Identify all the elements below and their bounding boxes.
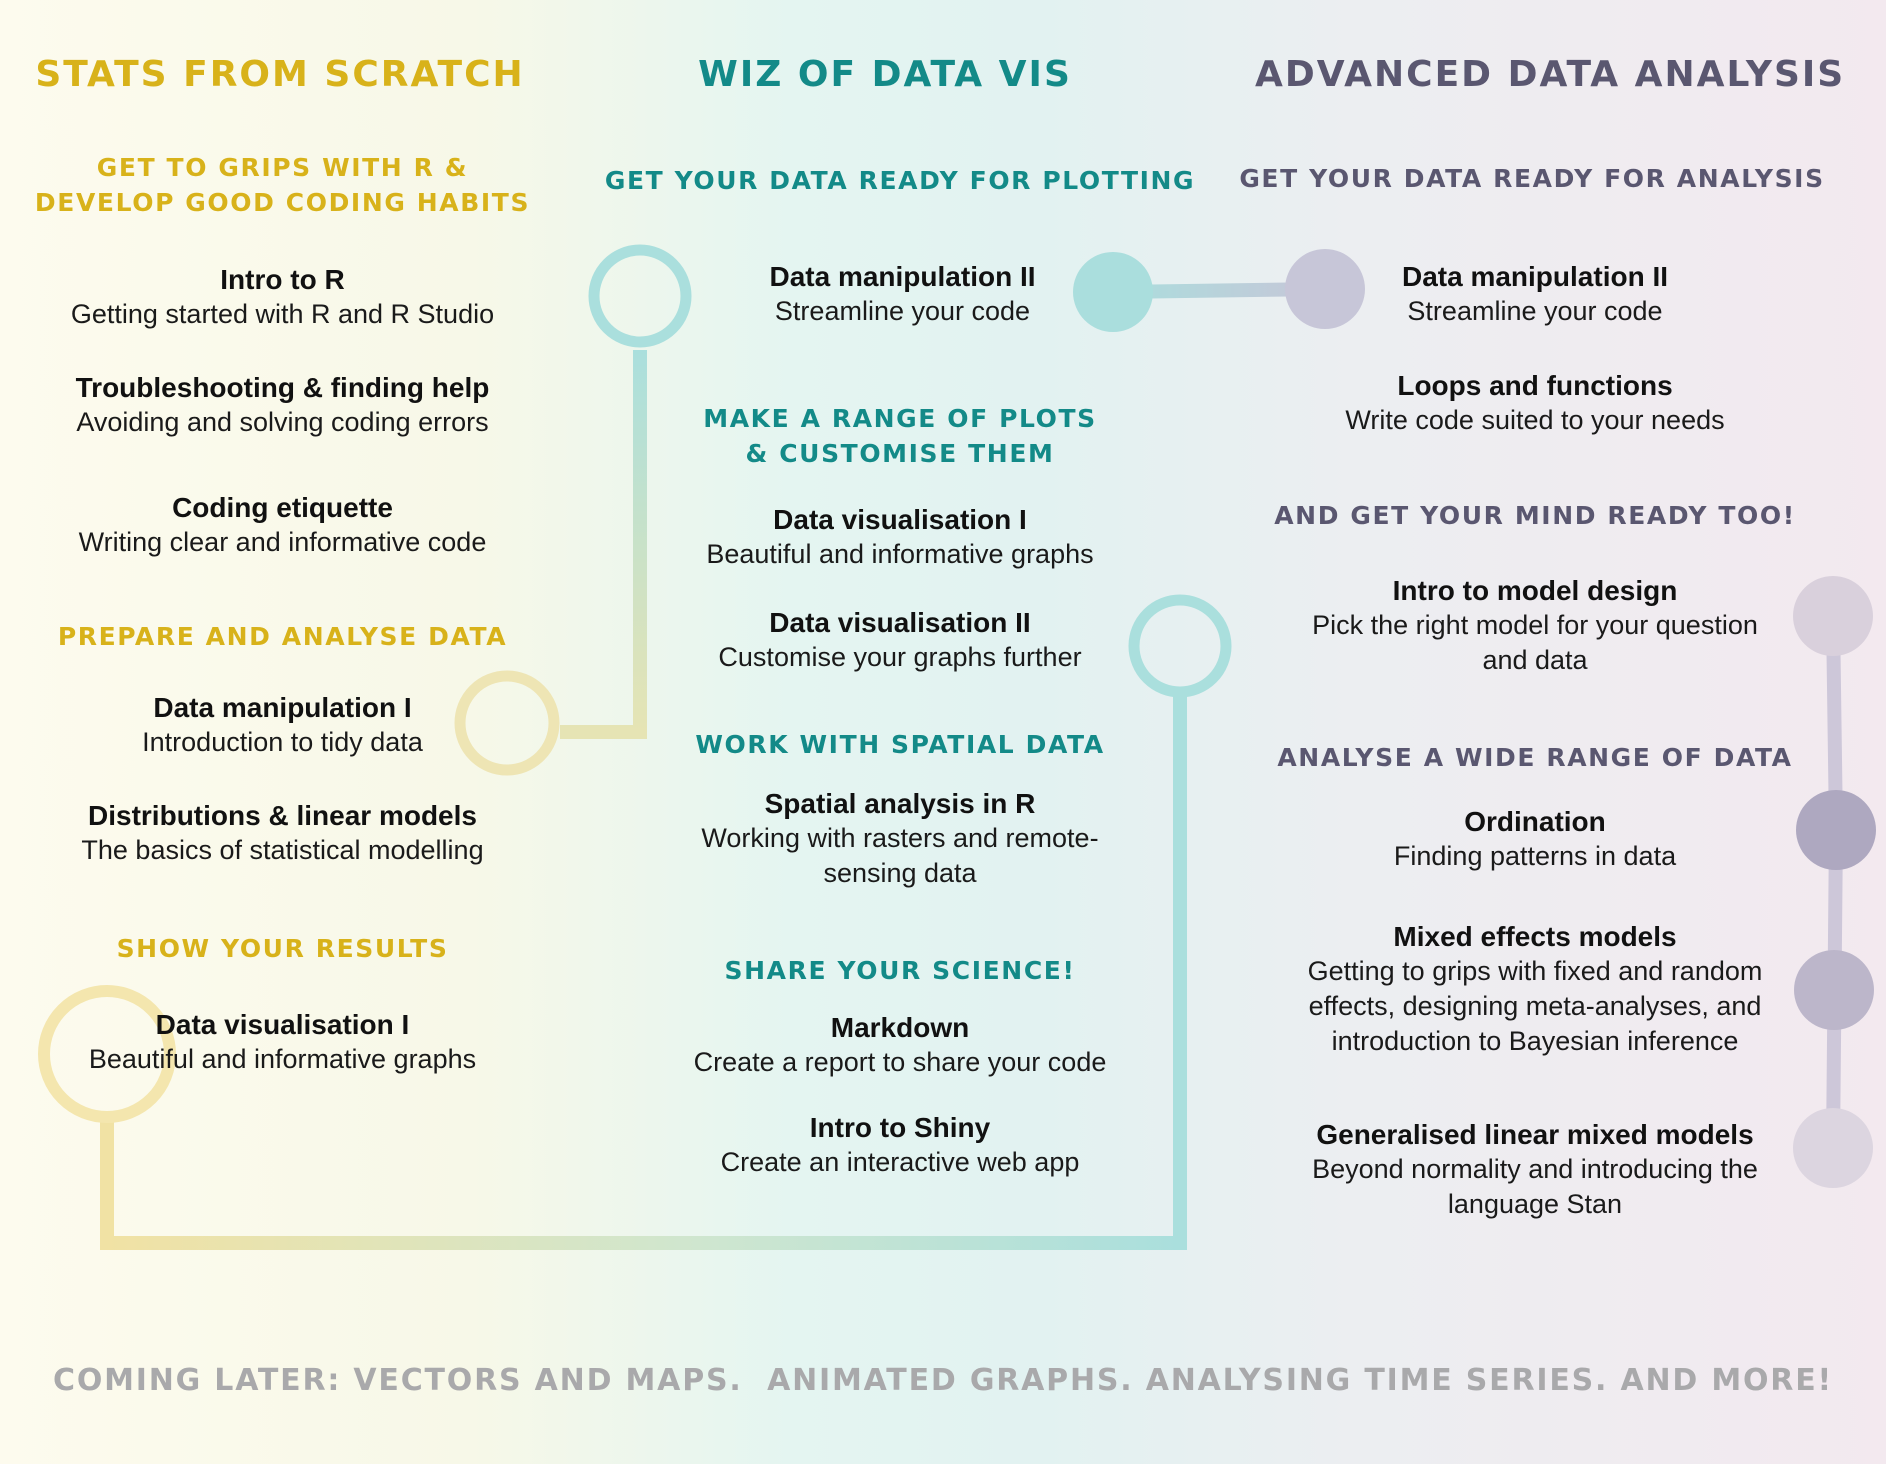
section-heading-analysis-ready: GET YOUR DATA READY FOR ANALYSIS xyxy=(1239,164,1825,193)
course-subtitle: Write code suited to your needs xyxy=(1345,405,1725,435)
teal-dot xyxy=(1073,252,1153,332)
course-title: Data visualisation II xyxy=(769,607,1031,638)
course-title: Intro to model design xyxy=(1392,575,1678,606)
gold-to-teal-connector xyxy=(100,695,1187,1250)
course-subtitle: Getting started with R and R Studio xyxy=(70,299,495,329)
section-heading-wide-range: ANALYSE A WIDE RANGE OF DATA xyxy=(1277,743,1793,772)
course-subtitle: The basics of statistical modelling xyxy=(81,835,484,865)
course-loops-functions[interactable]: Loops and functions Write code suited to… xyxy=(1280,368,1790,438)
plotting-ring xyxy=(588,244,692,348)
course-data-visualisation-1-vis[interactable]: Data visualisation I Beautiful and infor… xyxy=(640,502,1160,572)
course-title: Data manipulation II xyxy=(1401,261,1669,292)
course-title: Mixed effects models xyxy=(1393,921,1677,952)
section-heading-plotting: GET YOUR DATA READY FOR PLOTTING xyxy=(604,166,1196,195)
track-title-datavis: WIZ OF DATA VIS xyxy=(698,54,1072,95)
course-title: Intro to R xyxy=(220,264,345,295)
course-subtitle: Streamline your code xyxy=(1407,296,1663,326)
course-data-manipulation-2-adv[interactable]: Data manipulation II Streamline your cod… xyxy=(1280,259,1790,329)
course-title: Distributions & linear models xyxy=(88,800,477,831)
course-title: Intro to Shiny xyxy=(809,1112,991,1143)
course-intro-to-r[interactable]: Intro to R Getting started with R and R … xyxy=(20,262,545,332)
course-subtitle: Beyond normality and introducing the lan… xyxy=(1312,1154,1758,1219)
course-title: Data visualisation I xyxy=(773,504,1027,535)
stats-to-vis-connector xyxy=(560,350,647,739)
section-heading-results: SHOW YOUR RESULTS xyxy=(116,934,449,963)
course-title: Troubleshooting & finding help xyxy=(75,372,490,403)
course-title: Spatial analysis in R xyxy=(764,788,1036,819)
course-coding-etiquette[interactable]: Coding etiquette Writing clear and infor… xyxy=(20,490,545,560)
data-manipulation-ring xyxy=(454,670,560,776)
glmm-dot xyxy=(1793,1108,1873,1188)
course-glmm[interactable]: Generalised linear mixed models Beyond n… xyxy=(1280,1117,1790,1222)
section-heading-share: SHARE YOUR SCIENCE! xyxy=(724,956,1076,985)
course-ordination[interactable]: Ordination Finding patterns in data xyxy=(1280,804,1790,874)
course-subtitle: Getting to grips with fixed and random e… xyxy=(1307,956,1763,1056)
course-title: Generalised linear mixed models xyxy=(1316,1119,1754,1150)
show-results-ring xyxy=(38,985,176,1123)
course-markdown[interactable]: Markdown Create a report to share your c… xyxy=(640,1010,1160,1080)
course-data-manipulation-1[interactable]: Data manipulation I Introduction to tidy… xyxy=(20,690,545,760)
section-heading-prepare: PREPARE AND ANALYSE DATA xyxy=(57,622,508,651)
course-subtitle: Create an interactive web app xyxy=(720,1147,1080,1177)
section-heading-mind-ready: AND GET YOUR MIND READY TOO! xyxy=(1274,501,1796,530)
course-subtitle: Writing clear and informative code xyxy=(78,527,487,557)
data-vis-ring xyxy=(1128,594,1232,698)
track-title-advanced: ADVANCED DATA ANALYSIS xyxy=(1255,54,1846,95)
course-subtitle: Beautiful and informative graphs xyxy=(706,539,1094,569)
course-subtitle: Beautiful and informative graphs xyxy=(88,1044,477,1074)
course-title: Data manipulation I xyxy=(153,692,412,723)
course-subtitle: Working with rasters and remote- sensing… xyxy=(701,823,1099,888)
advanced-track-connector xyxy=(1826,615,1844,1149)
ordination-dot xyxy=(1796,790,1876,870)
course-subtitle: Streamline your code xyxy=(774,296,1031,326)
course-subtitle: Create a report to share your code xyxy=(693,1047,1107,1077)
course-distributions[interactable]: Distributions & linear models The basics… xyxy=(20,798,545,868)
course-intro-to-shiny[interactable]: Intro to Shiny Create an interactive web… xyxy=(640,1110,1160,1180)
course-title: Ordination xyxy=(1464,806,1606,837)
course-title: Markdown xyxy=(830,1012,970,1043)
section-heading-plots: MAKE A RANGE OF PLOTS & CUSTOMISE THEM xyxy=(703,404,1097,468)
model-design-dot xyxy=(1793,576,1873,656)
course-subtitle: Finding patterns in data xyxy=(1393,841,1677,871)
section-heading-grips: GET TO GRIPS WITH R & DEVELOP GOOD CODIN… xyxy=(34,153,531,217)
course-subtitle: Avoiding and solving coding errors xyxy=(76,407,489,437)
course-title: Coding etiquette xyxy=(172,492,393,523)
section-heading-spatial: WORK WITH SPATIAL DATA xyxy=(695,730,1105,759)
course-model-design[interactable]: Intro to model design Pick the right mod… xyxy=(1280,573,1790,678)
course-troubleshooting[interactable]: Troubleshooting & finding help Avoiding … xyxy=(20,370,545,440)
course-mixed-effects[interactable]: Mixed effects models Getting to grips wi… xyxy=(1270,919,1800,1059)
course-data-visualisation-1-stats[interactable]: Data visualisation I Beautiful and infor… xyxy=(20,1007,545,1077)
course-data-manipulation-2-vis[interactable]: Data manipulation II Streamline your cod… xyxy=(650,259,1155,329)
course-subtitle: Customise your graphs further xyxy=(718,642,1082,672)
course-title: Loops and functions xyxy=(1397,370,1673,401)
course-data-visualisation-2[interactable]: Data visualisation II Customise your gra… xyxy=(640,605,1160,675)
slate-dot xyxy=(1285,249,1365,329)
course-spatial-analysis[interactable]: Spatial analysis in R Working with raste… xyxy=(640,786,1160,891)
course-subtitle: Pick the right model for your question a… xyxy=(1312,610,1758,675)
course-title: Data manipulation II xyxy=(769,261,1036,292)
course-subtitle: Introduction to tidy data xyxy=(142,727,423,757)
track-title-stats: STATS FROM SCRATCH xyxy=(35,54,525,95)
coming-later-footer: COMING LATER: VECTORS AND MAPS. ANIMATED… xyxy=(53,1363,1833,1398)
mixed-effects-dot xyxy=(1794,950,1874,1030)
course-title: Data visualisation I xyxy=(155,1009,410,1040)
